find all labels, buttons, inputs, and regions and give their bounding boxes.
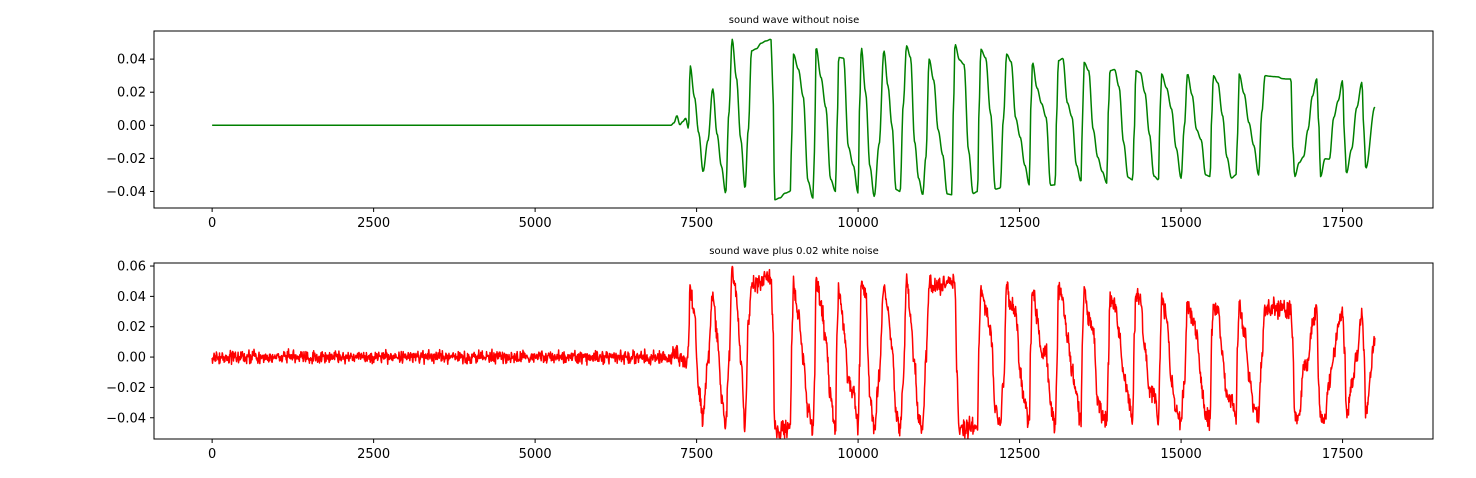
top-ytick-label-3: −0.02 bbox=[106, 152, 146, 167]
top-xtick-label-2500: 2500 bbox=[357, 216, 390, 231]
bottom-ytick-label-2: 0.02 bbox=[117, 320, 146, 335]
bottom-subplot-title: sound wave plus 0.02 white noise bbox=[709, 246, 879, 257]
top-series-line-sound-wave bbox=[212, 38, 1376, 201]
top-plot-frame bbox=[153, 30, 1434, 209]
top-xtick-label-0: 0 bbox=[208, 216, 216, 231]
top-xtick-label-5000: 5000 bbox=[519, 216, 552, 231]
bottom-xtick-label-7500: 7500 bbox=[680, 447, 713, 462]
bottom-xtick-label-0: 0 bbox=[208, 447, 216, 462]
top-xtick-label-12500: 12500 bbox=[999, 216, 1040, 231]
top-ytick-label-0: 0.04 bbox=[117, 53, 146, 68]
bottom-xtick-label-2500: 2500 bbox=[357, 447, 390, 462]
bottom-ytick-label-5: −0.04 bbox=[106, 411, 146, 426]
bottom-xaxis: 0 2500 5000 7500 10000 12500 15000 17500 bbox=[208, 439, 1363, 462]
top-ytick-label-2: 0.00 bbox=[117, 119, 146, 134]
top-yaxis: 0.04 0.02 0.00 −0.02 −0.04 bbox=[106, 53, 154, 200]
bottom-subplot: sound wave plus 0.02 white noise 0 2500 50… bbox=[106, 246, 1434, 462]
top-xtick-label-7500: 7500 bbox=[680, 216, 713, 231]
bottom-xtick-label-5000: 5000 bbox=[519, 447, 552, 462]
bottom-xtick-label-15000: 15000 bbox=[1160, 447, 1201, 462]
top-ytick-label-1: 0.02 bbox=[117, 86, 146, 101]
top-ytick-label-4: −0.04 bbox=[106, 185, 146, 200]
bottom-xtick-label-17500: 17500 bbox=[1322, 447, 1363, 462]
top-xtick-label-10000: 10000 bbox=[837, 216, 878, 231]
bottom-ytick-label-0: 0.06 bbox=[117, 260, 146, 275]
top-subplot: sound wave without noise 0 2500 5000 7500 10… bbox=[106, 15, 1434, 231]
bottom-ytick-label-1: 0.04 bbox=[117, 290, 146, 305]
bottom-xtick-label-12500: 12500 bbox=[999, 447, 1040, 462]
top-subplot-title: sound wave without noise bbox=[729, 15, 859, 26]
bottom-yaxis: 0.06 0.04 0.02 0.00 −0.02 −0.04 bbox=[106, 260, 154, 426]
top-xtick-label-15000: 15000 bbox=[1160, 216, 1201, 231]
bottom-ytick-label-4: −0.02 bbox=[106, 381, 146, 396]
top-xtick-label-17500: 17500 bbox=[1322, 216, 1363, 231]
bottom-plot-frame bbox=[153, 262, 1434, 440]
bottom-xtick-label-10000: 10000 bbox=[837, 447, 878, 462]
bottom-ytick-label-3: 0.00 bbox=[117, 351, 146, 366]
bottom-series-line-sound-wave-plus-noise bbox=[211, 265, 1376, 440]
top-xaxis: 0 2500 5000 7500 10000 12500 15000 17500 bbox=[208, 208, 1363, 231]
